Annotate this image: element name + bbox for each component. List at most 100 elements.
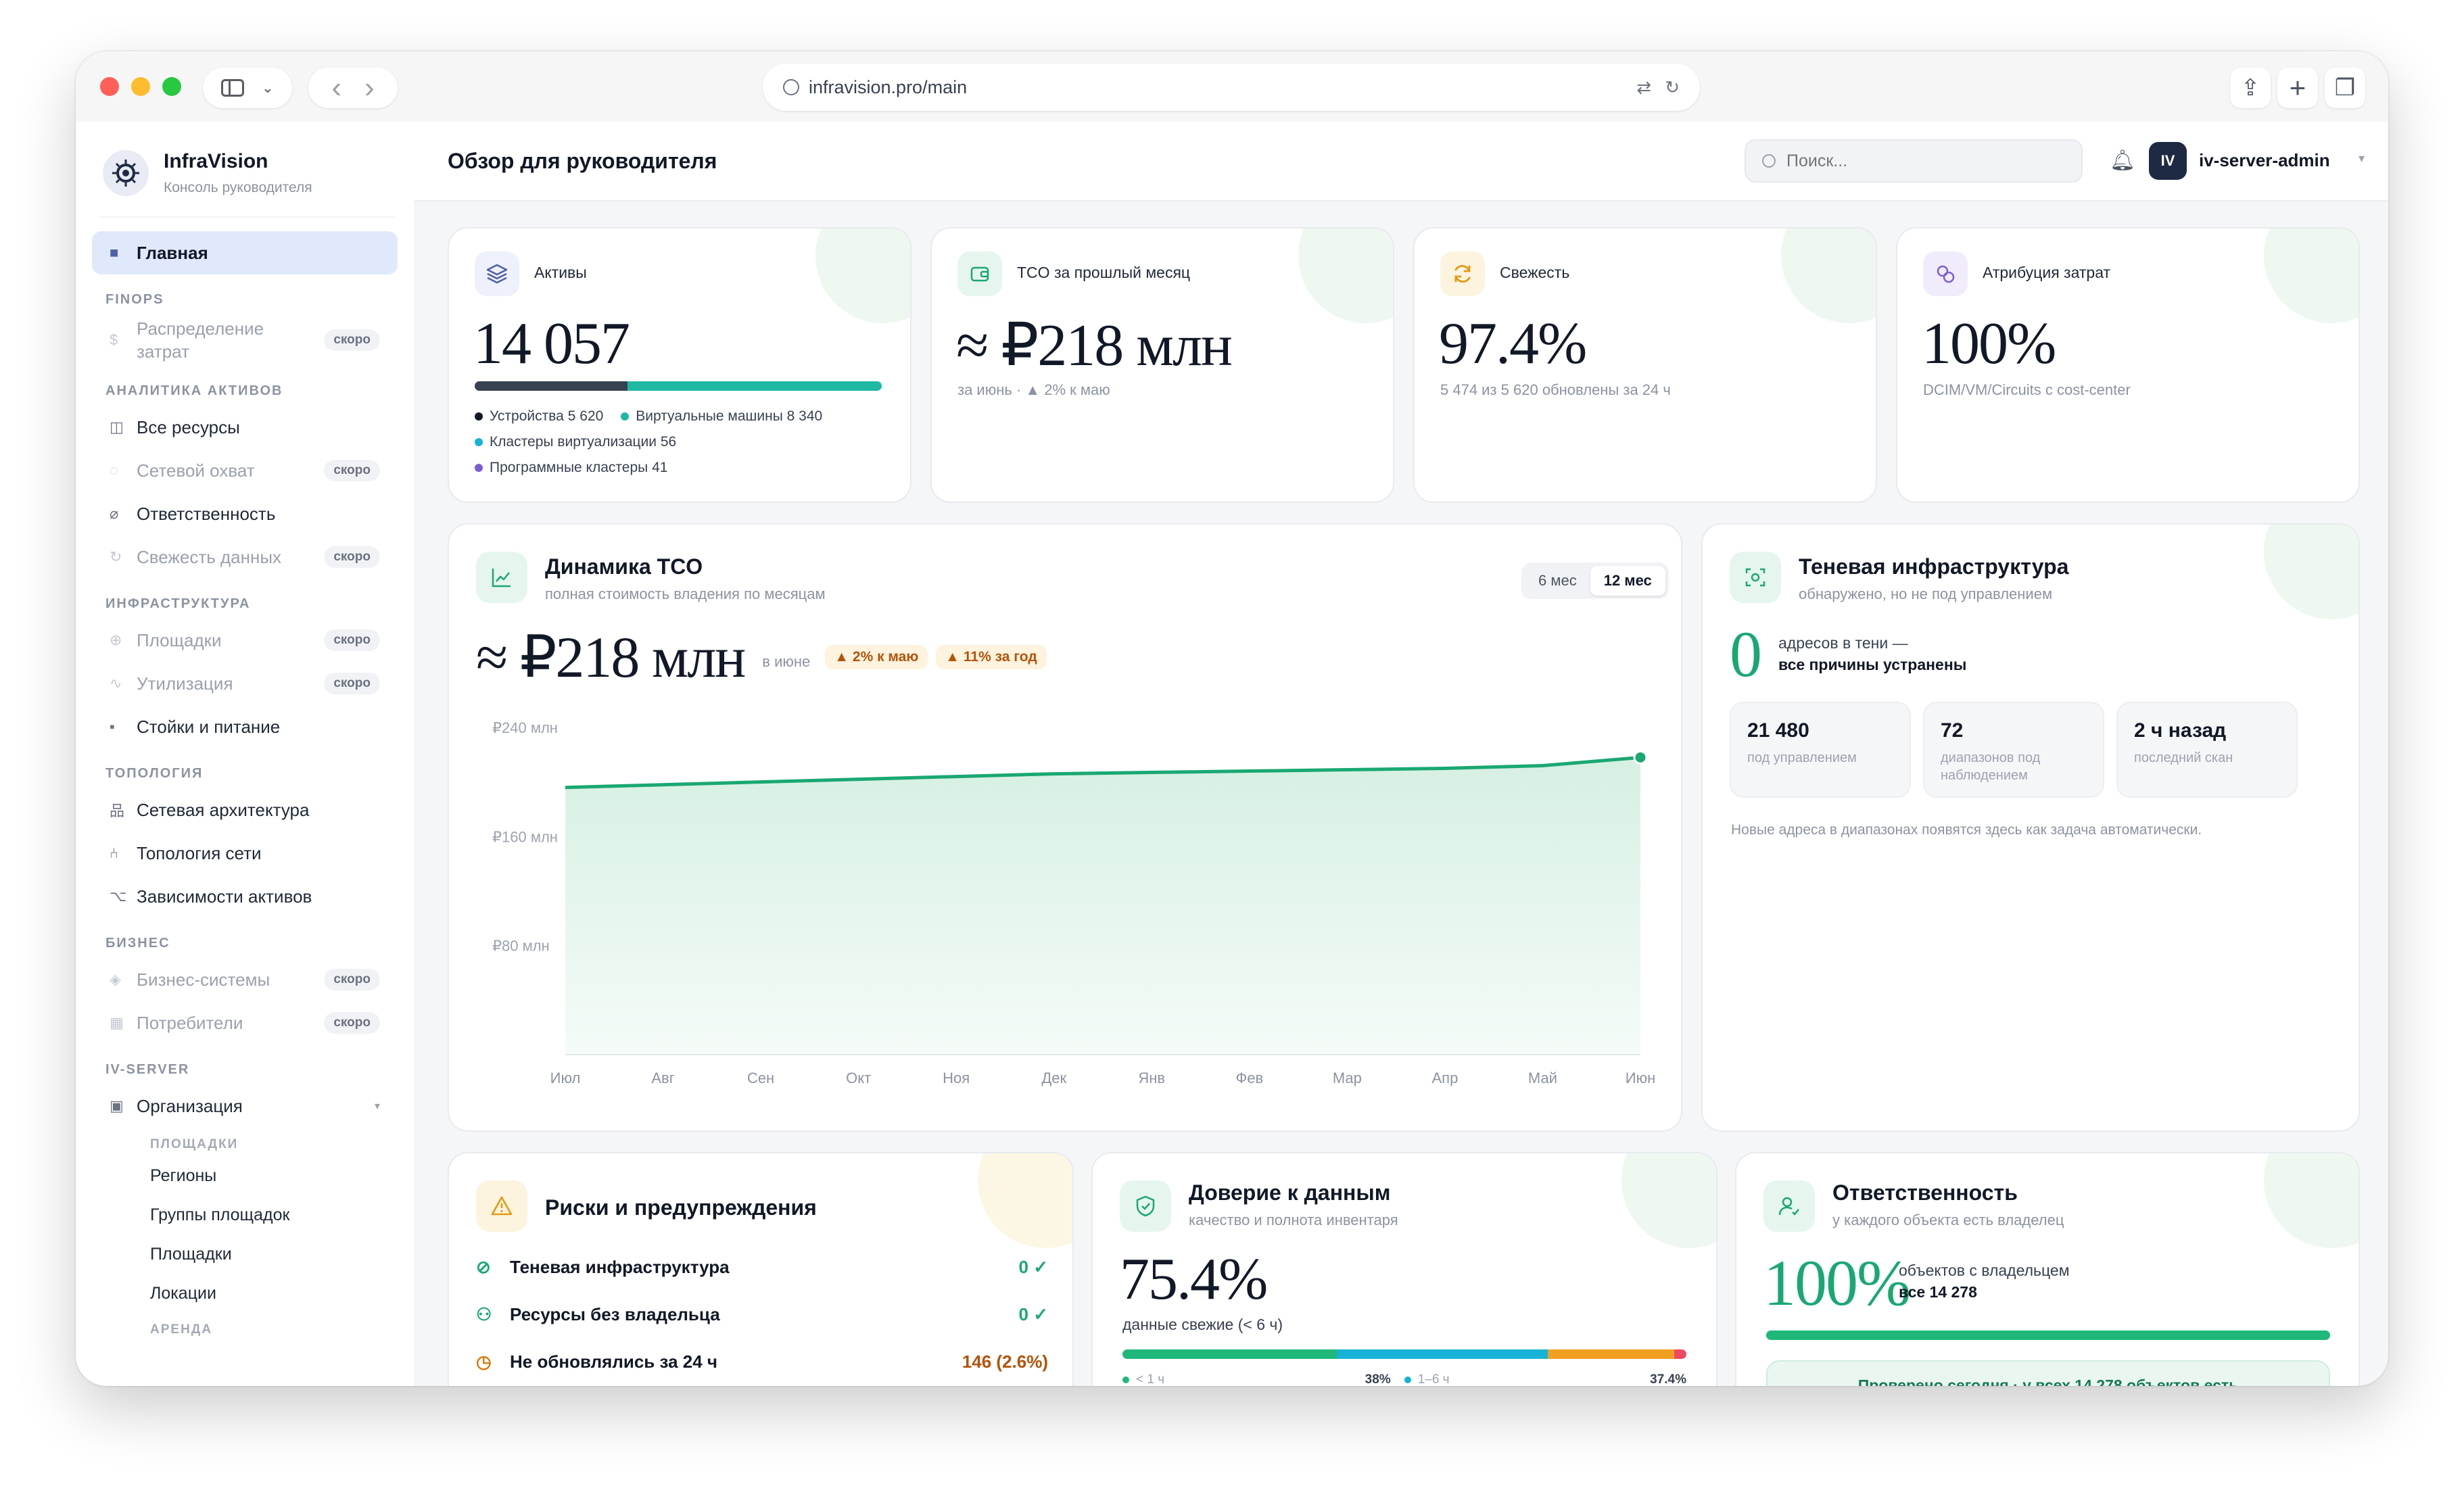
nav-section-finops: FINOPS [105,292,164,307]
close-window-button[interactable] [100,77,119,96]
kpi-label: Свежесть [1500,264,1570,281]
legend-item: Устройства 5 620 [475,408,603,425]
reload-icon[interactable]: ↻ [1665,76,1680,97]
sidebar-subitem-site-groups[interactable]: Группы площадок [150,1205,290,1224]
sidebar-item-label: Сетевая архитектура [137,799,310,820]
card-subtitle: обнаружено, но не под управлением [1799,585,2053,602]
stat-value: 72 [1941,719,1964,742]
stat-value: 21 480 [1747,719,1809,742]
sidebar-item-label: Распределение затрат [137,318,264,362]
trust-bar-segment [1674,1349,1686,1359]
sidebar-item-home[interactable]: ■ Главная [92,231,398,274]
new-tab-button[interactable]: + [2277,68,2318,108]
network-icon: 品 [110,802,125,819]
warning-icon [476,1180,527,1232]
back-button[interactable]: ‹ [331,71,341,104]
assets-legend: Устройства 5 620 Виртуальные машины 8 34… [475,408,822,425]
sidebar-item-racks-power[interactable]: ▪ Стойки и питание [92,705,398,748]
forward-button[interactable]: › [364,71,375,104]
sidebar-item-sites[interactable]: ⊕ Площадки скоро [92,619,398,662]
attribution-icon [1923,251,1968,296]
sidebar-subitem-sites[interactable]: Площадки [150,1244,232,1264]
sidebar-item-consumers[interactable]: ▦ Потребители скоро [92,1001,398,1045]
brand-subtitle: Консоль руководителя [164,180,312,195]
card-subtitle: полная стоимость владения по месяцам [545,585,826,602]
tab-overview-button[interactable]: ❐ [2325,68,2365,108]
sidebar-item-network-topology[interactable]: ⑃ Топология сети [92,832,398,875]
kpi-sub: 5 474 из 5 620 обновлены за 24 ч [1440,381,1671,398]
sidebar-item-responsibility[interactable]: ⌀ Ответственность [92,492,398,535]
risk-row[interactable]: ⊘ Теневая инфраструктура 0 ✓ [476,1247,1048,1287]
change-month-badge: ▲ 2% к маю [825,645,928,669]
ownership-desc: объектов с владельцем [1899,1262,2070,1279]
plus-icon: + [2289,72,2306,103]
search-input[interactable] [1785,150,2058,172]
risk-row[interactable]: ⚇ Ресурсы без владельца 0 ✓ [476,1294,1048,1335]
nav-section-infra: ИНФРАСТРУКТУРА [105,596,251,611]
avatar[interactable]: IV [2149,142,2187,180]
sidebar-subitem-regions[interactable]: Регионы [150,1166,217,1185]
sidebar-item-label: Бизнес-системы [137,969,270,990]
rack-icon: ▪ [110,718,115,735]
sidebar-item-network-coverage[interactable]: ◌ Сетевой охват скоро [92,449,398,492]
period-6m-button[interactable]: 6 мес [1538,572,1577,589]
sidebar-toggle-button[interactable]: ⌄ [203,68,292,108]
period-12m-button[interactable]: 12 мес [1590,566,1665,596]
share-button[interactable]: ⇪ [2230,68,2271,108]
risk-row[interactable]: ◷ Не обновлялись за 24 ч 146 (2.6%) [476,1341,1048,1382]
nav-section-ivserver: IV-SERVER [105,1062,190,1077]
sidebar-subitem-locations[interactable]: Локации [150,1283,216,1303]
shadow-count: 0 [1730,618,1762,690]
sidebar-item-asset-deps[interactable]: ⌥ Зависимости активов [92,875,398,918]
zoom-window-button[interactable] [162,77,181,96]
user-name[interactable]: iv-server-admin [2199,150,2330,170]
soon-badge: скоро [324,546,380,568]
nav-section-analytics: АНАЛИТИКА АКТИВОВ [105,383,283,398]
kpi-label: Атрибуция затрат [1983,264,2111,281]
sidebar-item-organization[interactable]: ▣ Организация ▾ [92,1084,398,1128]
sidebar-item-all-resources[interactable]: ◫ Все ресурсы [92,406,398,449]
sidebar-item-label: Утилизация [137,673,233,694]
shadow-desc: адресов в тени — [1778,634,1908,652]
sidebar-item-business-systems[interactable]: ◈ Бизнес-системы скоро [92,958,398,1001]
soon-badge: скоро [324,673,380,694]
risk-value: 0 ✓ [1018,1303,1048,1324]
translate-icon[interactable]: ⇄ [1636,76,1652,97]
stat-value: 2 ч назад [2134,719,2227,742]
trust-bar-segment [1336,1349,1548,1359]
search-box[interactable] [1745,139,2083,183]
shadow-note: Новые адреса в диапазонах появятся здесь… [1731,822,2202,838]
minimize-window-button[interactable] [131,77,150,96]
building-icon: ▣ [110,1097,124,1114]
ownership-check-note: Проверено сегодня · у всех 14 278 объект… [1766,1360,2330,1386]
period-toggle: 6 мес 12 мес [1521,562,1669,599]
chevron-down-icon[interactable]: ▾ [2359,151,2365,165]
dollar-icon: $ [110,331,118,348]
risk-value: 0 ✓ [1018,1256,1048,1277]
change-year-badge: ▲ 11% за год [936,645,1047,669]
layers-icon [475,251,519,296]
kpi-card-assets: Активы 14 057 Устройства 5 620 Виртуальн… [448,227,911,503]
card-title: Теневая инфраструктура [1799,554,2069,579]
brand[interactable]: InfraVision Консоль руководителя [103,150,312,196]
sidebar-item-label: Площадки [137,629,222,650]
shadow-desc-strong: все причины устранены [1778,656,1967,673]
stat-label: диапазонов под наблюдением [1941,750,2041,783]
sidebar-item-network-arch[interactable]: 品 Сетевая архитектура [92,788,398,832]
sidebar-nav: ■ Главная FINOPS $ Распределение затрат … [92,231,398,1341]
sidebar-item-data-freshness[interactable]: ↻ Свежесть данных скоро [92,535,398,579]
bell-icon[interactable]: 🔔︎ [2110,149,2136,172]
soon-badge: скоро [324,1012,380,1034]
sidebar-item-label: Организация [137,1095,243,1116]
stat-managed: 21 480 под управлением [1730,702,1911,798]
trust-bar-segment [1122,1349,1337,1359]
address-bar[interactable]: infravision.pro/main ⇄ ↻ [763,64,1700,111]
trust-value: 75.4% [1120,1247,1268,1312]
sidebar-item-utilization[interactable]: ∿ Утилизация скоро [92,662,398,705]
risk-label: Ресурсы без владельца [510,1303,720,1324]
x-tick-label: Июн [1626,1070,1655,1086]
sidebar-item-cost-allocation[interactable]: $ Распределение затрат скоро [92,314,398,366]
url-text: infravision.pro/main [809,76,968,97]
activity-icon: ∿ [110,675,122,692]
legend-item: Кластеры виртуализации 56 [475,434,676,450]
